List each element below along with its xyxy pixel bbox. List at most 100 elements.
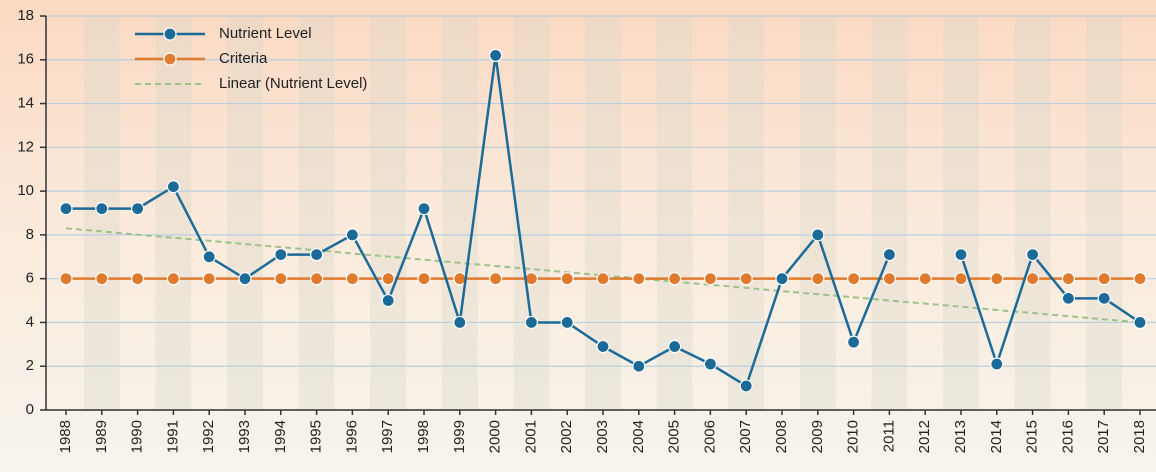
x-tick-label: 1995	[308, 420, 325, 453]
column-stripe	[1014, 16, 1051, 410]
data-point	[453, 315, 467, 330]
data-point	[1097, 272, 1111, 286]
y-tick-label: 12	[17, 138, 34, 155]
x-tick-label: 2002	[558, 420, 575, 453]
data-point	[274, 272, 288, 286]
data-point	[524, 315, 539, 330]
data-point	[131, 202, 145, 216]
x-tick-label: 2015	[1024, 420, 1041, 453]
y-tick-label: 16	[17, 51, 34, 68]
data-point	[667, 272, 682, 286]
x-tick-label: 1994	[272, 420, 289, 453]
data-point	[703, 272, 718, 286]
x-tick-label: 2018	[1131, 420, 1148, 453]
data-point	[739, 379, 753, 393]
data-point	[202, 272, 216, 286]
data-point	[345, 228, 359, 242]
data-point	[1061, 272, 1076, 286]
x-tick-label: 2001	[522, 420, 539, 453]
y-tick-label: 14	[17, 95, 34, 112]
x-tick-label: 2003	[594, 420, 611, 453]
data-point	[990, 357, 1004, 371]
data-point	[310, 272, 324, 286]
column-stripe	[1086, 16, 1123, 410]
data-point	[990, 272, 1004, 286]
y-tick-label: 4	[26, 313, 34, 330]
data-point	[596, 339, 610, 354]
x-tick-label: 1991	[164, 420, 181, 453]
data-point	[489, 48, 503, 63]
data-point	[345, 272, 359, 286]
column-stripe	[370, 16, 407, 410]
x-tick-label: 2017	[1095, 420, 1112, 453]
column-stripe	[441, 16, 478, 410]
x-tick-label: 2010	[845, 420, 862, 453]
data-point	[1133, 315, 1147, 330]
data-point	[166, 272, 180, 286]
x-tick-label: 2006	[701, 420, 718, 453]
x-tick-label: 1993	[236, 420, 253, 453]
data-point	[954, 272, 968, 286]
data-point	[560, 272, 574, 286]
x-tick-label: 2004	[630, 420, 647, 453]
data-point	[238, 272, 252, 286]
y-tick-label: 6	[26, 270, 34, 287]
data-point	[1097, 291, 1111, 305]
data-point	[310, 247, 324, 262]
data-point	[1061, 291, 1076, 305]
data-point	[918, 272, 932, 286]
data-point	[632, 272, 646, 286]
x-tick-label: 1998	[415, 420, 432, 453]
x-tick-label: 2005	[666, 420, 683, 453]
data-point	[882, 247, 897, 262]
data-point	[846, 335, 861, 349]
column-stripe	[227, 16, 263, 410]
x-tick-label: 2012	[916, 420, 933, 453]
data-point	[1025, 272, 1040, 286]
legend-marker	[163, 27, 177, 41]
data-point	[632, 359, 646, 373]
column-stripe	[799, 16, 836, 410]
data-point	[775, 272, 789, 286]
data-point	[59, 272, 73, 286]
x-tick-label: 1997	[379, 420, 396, 453]
data-point	[560, 315, 574, 330]
data-point	[811, 272, 825, 286]
data-point	[381, 272, 395, 286]
data-point	[417, 272, 431, 286]
data-point	[846, 272, 861, 286]
column-stripe	[871, 16, 908, 410]
data-point	[489, 272, 503, 286]
data-point	[954, 247, 968, 262]
x-tick-label: 1988	[57, 420, 74, 453]
x-tick-label: 1999	[451, 420, 468, 453]
data-point	[417, 202, 431, 216]
data-point	[667, 339, 682, 354]
x-tick-label: 1996	[343, 420, 360, 453]
data-point	[703, 357, 718, 371]
x-tick-label: 2011	[880, 420, 897, 452]
y-tick-label: 10	[17, 182, 34, 199]
data-point	[811, 228, 825, 242]
legend-label: Nutrient Level	[219, 25, 312, 42]
data-point	[202, 250, 216, 264]
y-tick-label: 2	[26, 357, 34, 374]
y-tick-label: 18	[17, 7, 34, 24]
data-point	[59, 202, 73, 216]
column-stripe	[155, 16, 192, 410]
data-point	[739, 272, 753, 286]
legend-label: Linear (Nutrient Level)	[219, 75, 367, 92]
data-point	[95, 272, 109, 286]
x-tick-label: 1989	[93, 420, 110, 453]
x-tick-label: 2013	[952, 420, 969, 453]
x-tick-label: 1992	[200, 420, 217, 453]
data-point	[95, 202, 109, 216]
y-tick-label: 0	[26, 401, 34, 418]
x-tick-label: 2007	[737, 420, 754, 453]
x-tick-label: 2008	[773, 420, 790, 453]
data-point	[381, 293, 395, 308]
x-tick-label: 2014	[988, 420, 1005, 453]
y-tick-label: 8	[26, 226, 34, 243]
